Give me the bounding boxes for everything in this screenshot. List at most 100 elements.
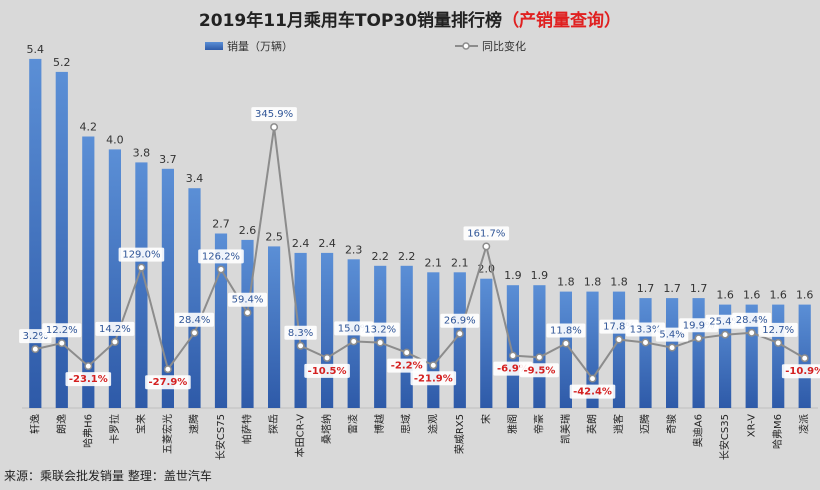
yoy-labels: 3.2%12.2% -23.1% 14.2% 129.0% -27.9% 28.4% 126… bbox=[19, 107, 820, 399]
bar-value-label-11: 2.4 bbox=[318, 237, 336, 250]
bar-9 bbox=[268, 246, 281, 408]
category-label-5: 五菱宏光 bbox=[161, 414, 174, 454]
yoy-marker-2 bbox=[84, 362, 93, 371]
source-note: 来源：乘联会批发销量 整理：盖世汽车 bbox=[4, 468, 212, 483]
yoy-marker-18 bbox=[508, 351, 517, 360]
yoy-label-17: 161.7% bbox=[467, 228, 505, 239]
yoy-label-26: 25.4% bbox=[709, 317, 741, 328]
yoy-label-7: 126.2% bbox=[202, 251, 240, 262]
category-label-16: 荣威RX5 bbox=[453, 414, 466, 454]
bar-28 bbox=[772, 304, 785, 408]
category-label-8: 帕萨特 bbox=[241, 414, 254, 444]
category-label-26: 长安CS35 bbox=[718, 414, 731, 460]
bar-value-label-0: 5.4 bbox=[27, 43, 45, 56]
bar-26 bbox=[719, 304, 732, 408]
yoy-label-8: 59.4% bbox=[232, 295, 264, 306]
yoy-label-16: 26.9% bbox=[444, 316, 476, 327]
legend-bar-swatch bbox=[205, 42, 223, 50]
yoy-marker-27 bbox=[747, 328, 756, 337]
chart-title-main: 2019年11月乘用车TOP30销量排行榜 bbox=[199, 10, 502, 31]
yoy-marker-3 bbox=[110, 337, 119, 346]
bar-value-label-9: 2.5 bbox=[265, 230, 283, 243]
yoy-label-18: -6.9% bbox=[497, 364, 529, 375]
bar-value-label-14: 2.2 bbox=[398, 250, 416, 263]
yoy-label-box-28 bbox=[758, 322, 798, 337]
bar-value-label-16: 2.1 bbox=[451, 256, 469, 269]
category-label-3: 卡罗拉 bbox=[108, 414, 121, 444]
yoy-marker-24 bbox=[668, 343, 677, 352]
yoy-label-23: 13.3% bbox=[630, 325, 662, 336]
yoy-marker-1 bbox=[57, 339, 66, 348]
yoy-label-14: -2.2% bbox=[391, 361, 423, 372]
yoy-marker-25 bbox=[694, 334, 703, 343]
chart-title: 2019年11月乘用车TOP30销量排行榜（产销量查询） bbox=[199, 10, 621, 31]
yoy-marker-16 bbox=[455, 329, 464, 338]
category-label-23: 迈腾 bbox=[639, 414, 652, 434]
yoy-label-box-5 bbox=[145, 375, 191, 390]
category-label-4: 宝来 bbox=[134, 414, 147, 434]
legend-bar-label: 销量（万辆） bbox=[227, 39, 293, 53]
bar-value-label-2: 4.2 bbox=[80, 121, 98, 134]
category-label-25: 奥迪A6 bbox=[692, 414, 705, 447]
yoy-label-20: 11.8% bbox=[550, 326, 582, 337]
chart-title-highlight: （产销量查询） bbox=[502, 10, 621, 31]
bar-value-label-12: 2.3 bbox=[345, 243, 363, 256]
bar-value-label-28: 1.6 bbox=[769, 289, 787, 302]
yoy-marker-9 bbox=[270, 123, 279, 132]
category-label-7: 长安CS75 bbox=[214, 414, 227, 460]
category-label-18: 雅阁 bbox=[506, 414, 519, 434]
yoy-marker-13 bbox=[376, 338, 385, 347]
legend-line-label: 同比变化 bbox=[482, 39, 526, 53]
yoy-label-box-15 bbox=[410, 371, 457, 386]
bar-6 bbox=[188, 188, 201, 408]
bar-2 bbox=[82, 136, 95, 408]
bar-value-label-6: 3.4 bbox=[186, 172, 204, 185]
category-label-13: 博越 bbox=[373, 414, 386, 434]
yoy-label-box-6 bbox=[175, 312, 214, 327]
bar-value-label-18: 1.9 bbox=[504, 269, 522, 282]
bar-11 bbox=[321, 252, 334, 408]
yoy-marker-5 bbox=[163, 365, 172, 374]
legend: 销量（万辆） 同比变化 bbox=[205, 39, 526, 53]
bar-value-label-5: 3.7 bbox=[159, 153, 177, 166]
category-label-6: 速腾 bbox=[188, 414, 201, 434]
bar-17 bbox=[480, 278, 493, 408]
category-label-21: 英朗 bbox=[586, 414, 599, 434]
yoy-label-9: 345.9% bbox=[255, 109, 293, 120]
yoy-label-6: 28.4% bbox=[179, 315, 211, 326]
category-label-24: 奇骏 bbox=[665, 414, 678, 434]
bar-20 bbox=[559, 291, 572, 408]
bar-19 bbox=[533, 285, 546, 408]
yoy-label-box-19 bbox=[519, 363, 559, 378]
bar-18 bbox=[506, 285, 519, 408]
bar-value-label-8: 2.6 bbox=[239, 224, 257, 237]
yoy-label-19: -9.5% bbox=[523, 365, 555, 376]
yoy-label-3: 14.2% bbox=[99, 324, 131, 335]
yoy-label-4: 129.0% bbox=[122, 250, 160, 261]
bar-4 bbox=[135, 162, 148, 408]
category-label-10: 本田CR-V bbox=[294, 414, 307, 458]
category-label-29: 凌派 bbox=[798, 414, 811, 434]
yoy-label-box-11 bbox=[304, 363, 350, 378]
bar-16 bbox=[453, 272, 466, 409]
bar-0 bbox=[29, 58, 42, 409]
yoy-label-5: -27.9% bbox=[148, 377, 187, 388]
category-label-28: 哈弗M6 bbox=[771, 414, 784, 449]
bar-value-label-26: 1.6 bbox=[716, 289, 734, 302]
yoy-label-box-2 bbox=[65, 372, 112, 387]
bar-value-label-29: 1.6 bbox=[796, 289, 814, 302]
yoy-label-box-10 bbox=[284, 325, 317, 340]
yoy-label-box-8 bbox=[228, 292, 267, 307]
bar-value-label-13: 2.2 bbox=[371, 250, 389, 263]
bar-5 bbox=[161, 168, 174, 408]
category-label-12: 雷凌 bbox=[347, 414, 360, 434]
yoy-marker-19 bbox=[535, 353, 544, 362]
bar-value-label-23: 1.7 bbox=[637, 282, 655, 295]
bar-value-label-19: 1.9 bbox=[531, 269, 549, 282]
bar-value-label-1: 5.2 bbox=[53, 56, 71, 69]
bar-15 bbox=[427, 272, 440, 409]
category-labels: 轩逸 朗逸 哈弗H6 卡罗拉 宝来 五菱宏光 速腾 长安CS75 帕萨特 探岳 本田CR-V 桑塔纳 雷… bbox=[28, 414, 810, 460]
yoy-label-box-16 bbox=[440, 313, 480, 328]
bar-3 bbox=[108, 149, 121, 408]
yoy-marker-7 bbox=[217, 265, 225, 274]
